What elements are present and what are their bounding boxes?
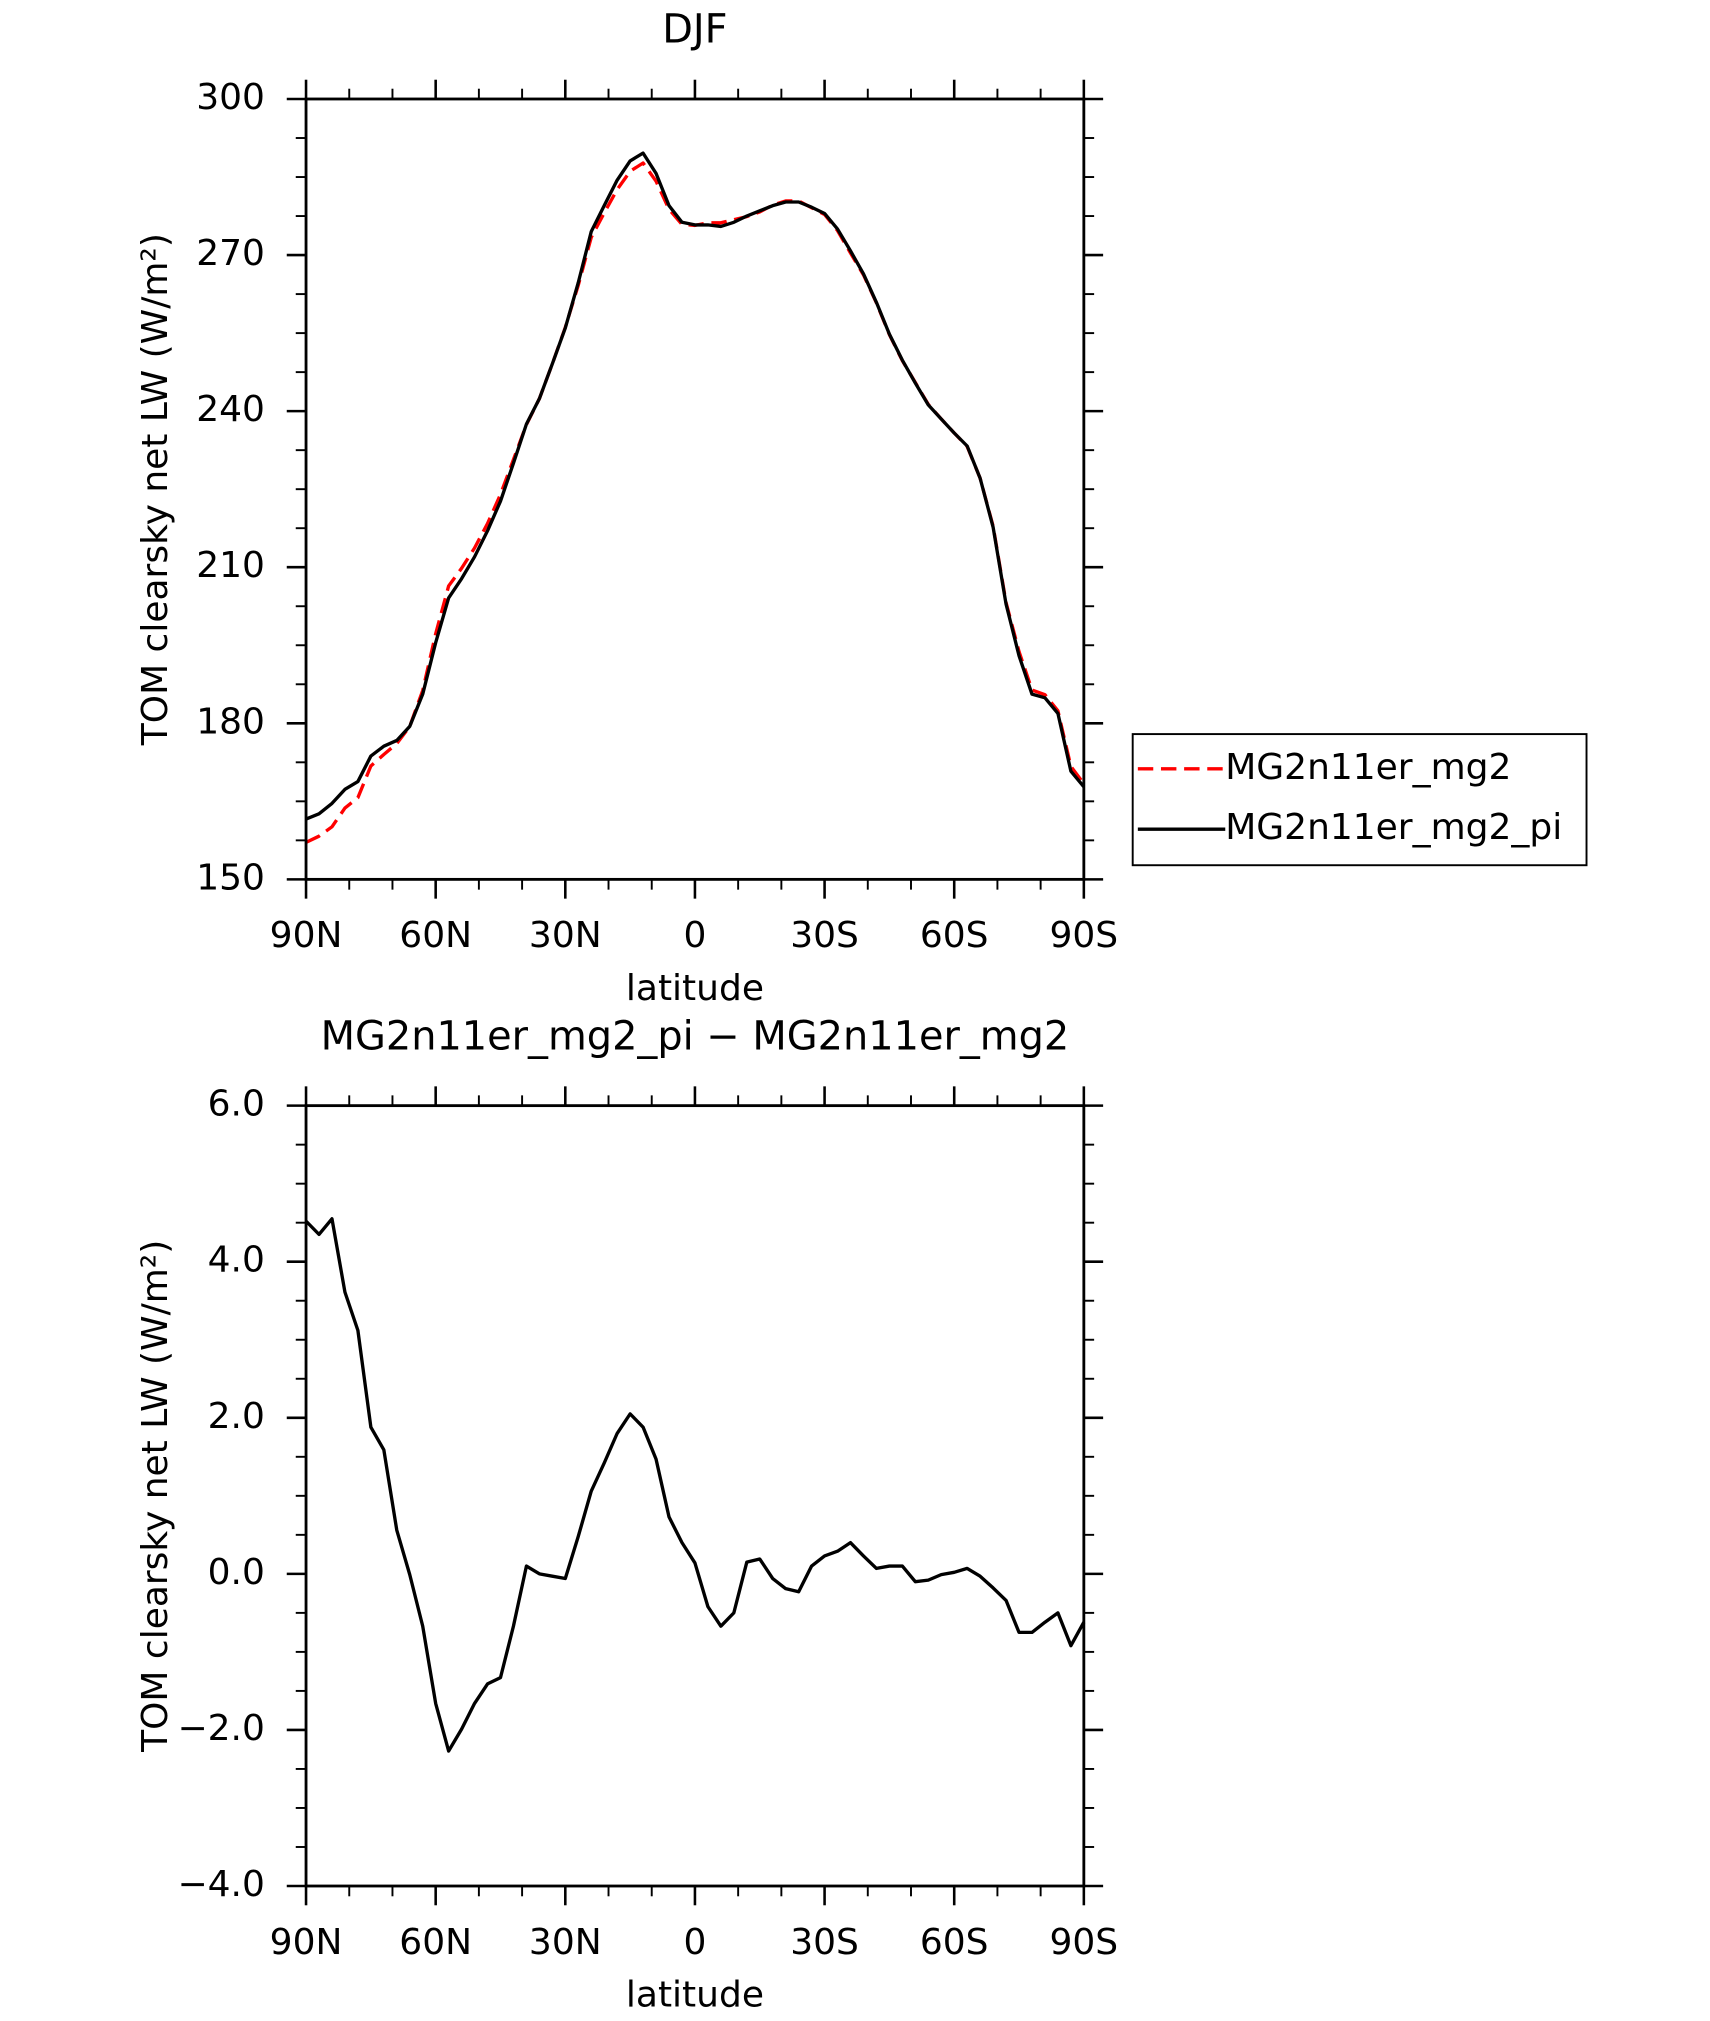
x-axis-label: latitude xyxy=(626,1975,764,2016)
x-tick-label: 30N xyxy=(529,915,602,956)
plot-frame xyxy=(304,97,1086,881)
y-tick-label: 6.0 xyxy=(208,1084,265,1125)
y-tick-label: 210 xyxy=(196,545,265,586)
chart-title: MG2n11er_mg2_pi − MG2n11er_mg2 xyxy=(321,1013,1070,1059)
y-tick-label: −2.0 xyxy=(178,1708,265,1749)
y-tick-label: 2.0 xyxy=(208,1396,265,1437)
x-tick-label: 0 xyxy=(683,915,706,956)
y-tick-label: 150 xyxy=(196,857,265,898)
series-line xyxy=(305,151,1086,821)
series-line xyxy=(305,161,1086,844)
x-tick-label: 90N xyxy=(270,1922,343,1963)
x-tick-label: 30S xyxy=(790,1922,859,1963)
x-tick-label: 60N xyxy=(399,1922,472,1963)
x-tick-label: 30S xyxy=(790,915,859,956)
y-tick-label: 300 xyxy=(196,77,265,118)
x-tick-label: 30N xyxy=(529,1922,602,1963)
series-line xyxy=(304,1217,1086,1753)
x-tick-label: 90S xyxy=(1050,915,1119,956)
y-tick-label: 180 xyxy=(196,701,265,742)
x-axis-label: latitude xyxy=(626,968,764,1009)
x-tick-label: 0 xyxy=(683,1922,706,1963)
plot-frame xyxy=(304,1104,1086,1888)
chart-title: DJF xyxy=(662,7,727,53)
y-tick-label: 4.0 xyxy=(208,1240,265,1281)
y-tick-label: 240 xyxy=(196,389,265,430)
y-tick-label: 270 xyxy=(196,233,265,274)
legend-label: MG2n11er_mg2 xyxy=(1225,747,1511,788)
y-tick-label: −4.0 xyxy=(178,1864,265,1905)
x-tick-label: 90S xyxy=(1050,1922,1119,1963)
y-tick-label: 0.0 xyxy=(208,1552,265,1593)
legend-box xyxy=(1131,733,1588,867)
x-tick-label: 90N xyxy=(270,915,343,956)
x-tick-label: 60S xyxy=(920,915,989,956)
y-axis-label: TOM clearsky net LW (W/m²) xyxy=(135,233,176,746)
x-tick-label: 60N xyxy=(399,915,472,956)
x-tick-label: 60S xyxy=(920,1922,989,1963)
legend-label: MG2n11er_mg2_pi xyxy=(1225,807,1562,848)
y-axis-label: TOM clearsky net LW (W/m²) xyxy=(135,1240,176,1753)
